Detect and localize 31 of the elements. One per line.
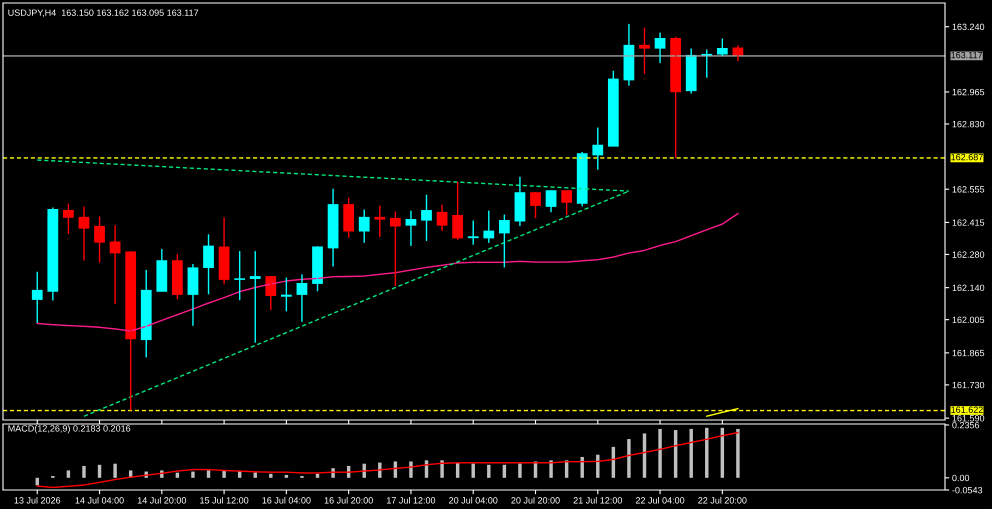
x-tick-label: 20 Jul 20:00 [511, 496, 560, 504]
x-tick-label: 17 Jul 12:00 [387, 496, 436, 504]
y-tick-label: 162.830 [952, 120, 984, 128]
x-tick-label: 21 Jul 12:00 [574, 496, 622, 504]
x-tick-label: 22 Jul 04:00 [636, 496, 684, 504]
y-tick-label: -0.0543 [952, 486, 982, 494]
x-tick-label: 15 Jul 12:00 [200, 496, 248, 504]
y-tick-label: 162.005 [952, 316, 984, 324]
y-tick-label: 162.140 [952, 284, 984, 291]
text: USDJPY,H4 163.150 163.162 163.095 163.117 [8, 9, 198, 17]
x-tick-label: 14 Jul 04:00 [76, 496, 124, 504]
chart-title: MACD(12,26,9) 0.2183 0.2016 [8, 424, 130, 434]
x-tick-label: 14 Jul 20:00 [138, 496, 186, 504]
y-tick-label: 162.415 [952, 219, 984, 226]
y-tick-label: 0.2356 [952, 422, 980, 428]
x-tick-label: 16 Jul 20:00 [324, 496, 373, 504]
x-tick-label: 16 Jul 04:00 [262, 496, 311, 504]
y-tick-label: 162.280 [952, 251, 984, 258]
ref-line-label: 161.622 [951, 406, 983, 413]
ref-line-label: 162.687 [951, 154, 983, 160]
y-tick-label: 161.590 [952, 415, 984, 422]
x-tick-label: 20 Jul 04:00 [449, 496, 498, 504]
y-tick-label: 161.730 [952, 382, 984, 388]
x-tick-label: 22 Jul 20:00 [698, 496, 747, 504]
y-tick-label: 0.00 [952, 474, 970, 482]
x-tick-label: 13 Jul 2026 [14, 496, 60, 504]
y-tick-label: 163.240 [952, 24, 984, 30]
y-tick-label: 162.965 [952, 88, 984, 96]
y-tick-label: 162.555 [952, 186, 984, 193]
ref-line-label: 163.117 [951, 52, 982, 58]
y-tick-label: 161.865 [952, 350, 984, 356]
